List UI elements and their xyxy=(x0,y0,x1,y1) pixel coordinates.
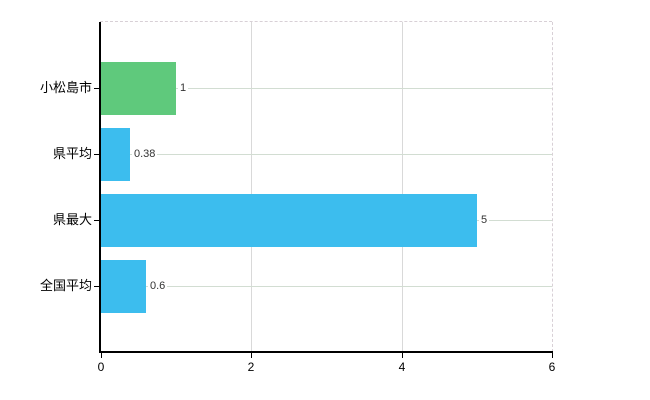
plot-frame-top xyxy=(100,21,552,22)
gridline-horizontal xyxy=(100,286,552,287)
x-axis-tick xyxy=(552,353,553,358)
bar-value-label: 1 xyxy=(178,82,189,94)
y-axis-label: 県最大 xyxy=(52,212,92,227)
bar-value-label: 0.6 xyxy=(148,280,168,292)
bar-value-label: 0.38 xyxy=(132,148,158,160)
x-axis-line xyxy=(99,351,553,353)
gridline-vertical xyxy=(251,22,252,352)
y-axis-label: 県平均 xyxy=(52,146,92,161)
x-tick-label: 2 xyxy=(247,360,255,374)
bar-value-label: 5 xyxy=(479,214,490,226)
bar-4 xyxy=(101,260,146,313)
y-axis-line xyxy=(99,22,101,353)
y-axis-tick xyxy=(94,88,99,89)
gridline-horizontal xyxy=(100,154,552,155)
bar-3 xyxy=(101,194,477,247)
y-axis-tick xyxy=(94,220,99,221)
x-tick-label: 4 xyxy=(398,360,406,374)
gridline-vertical xyxy=(402,22,403,352)
y-axis-label: 全国平均 xyxy=(39,278,92,293)
y-axis-tick xyxy=(94,154,99,155)
x-axis-tick xyxy=(402,353,403,358)
y-axis-label: 小松島市 xyxy=(39,80,92,95)
plot-frame-right xyxy=(552,22,553,352)
bar-2 xyxy=(101,128,130,181)
y-axis-tick xyxy=(94,286,99,287)
bar-1 xyxy=(101,62,176,115)
x-tick-label: 0 xyxy=(97,360,105,374)
x-tick-label: 6 xyxy=(548,360,556,374)
x-axis-tick xyxy=(101,353,102,358)
gridline-horizontal xyxy=(100,88,552,89)
x-axis-tick xyxy=(251,353,252,358)
